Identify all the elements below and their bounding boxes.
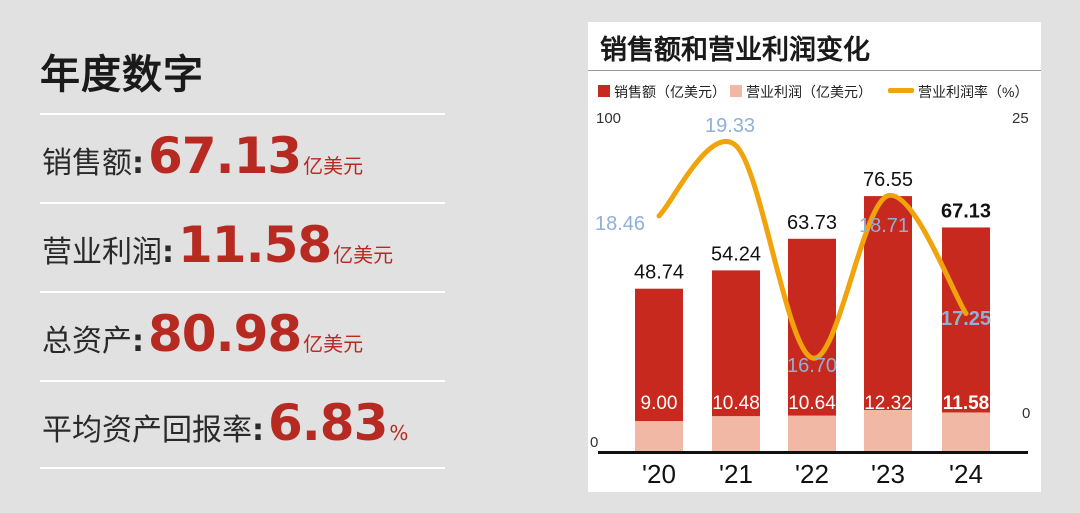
legend-swatch: [598, 85, 610, 97]
legend-label: 销售额（亿美元）: [614, 84, 726, 100]
stat-row-sales: 销售额 : 67.13 亿美元: [40, 113, 445, 201]
stat-value: 6.83: [268, 394, 388, 452]
chart-panel: 销售额和营业利润变化 销售额（亿美元） 营业利润（亿美元） 营业利润率（%） 100 0…: [588, 22, 1041, 492]
stat-value: 67.13: [148, 127, 302, 185]
profit-data-label: 10.64: [788, 393, 836, 414]
margin-line: [656, 139, 969, 361]
left-axis-tick: 100: [596, 110, 621, 127]
legend-label: 营业利润（亿美元）: [746, 84, 872, 100]
margin-data-label: 16.70: [787, 355, 837, 377]
margin-data-label: 18.46: [595, 213, 645, 235]
profit-bar: [635, 421, 683, 451]
x-axis-tick: '23: [871, 459, 905, 489]
profit-bar: [788, 415, 836, 451]
title-divider: [588, 70, 1041, 71]
legend-swatch: [730, 85, 742, 97]
stat-label: 营业利润: [42, 235, 162, 270]
x-axis-tick: '22: [795, 459, 829, 489]
row-divider: [40, 291, 445, 293]
sales-profit-chart: 销售额（亿美元） 营业利润（亿美元） 营业利润率（%） 100 0 25 0 48.74 54.…: [590, 84, 1030, 489]
stat-colon: :: [162, 235, 174, 270]
chart-title: 销售额和营业利润变化: [600, 35, 870, 66]
stat-row-total-assets: 总资产 : 80.98 亿美元: [40, 291, 445, 379]
profit-data-label: 9.00: [641, 393, 678, 414]
stat-unit: %: [389, 421, 409, 445]
stat-colon: :: [132, 146, 144, 181]
row-divider: [40, 467, 445, 469]
stat-colon: :: [252, 413, 264, 448]
row-divider: [40, 202, 445, 204]
profit-data-label: 11.58: [943, 393, 990, 414]
stat-label: 销售额: [42, 146, 132, 181]
margin-data-label: 19.33: [705, 115, 755, 137]
margin-data-label: 17.25: [941, 308, 991, 330]
margin-data-label: 18.71: [859, 215, 909, 237]
x-axis-tick: '20: [642, 459, 676, 489]
stat-unit: 亿美元: [333, 243, 394, 267]
stat-unit: 亿美元: [303, 332, 364, 356]
right-axis-tick: 25: [1012, 110, 1029, 127]
annual-figures-panel: 年度数字 销售额 : 67.13 亿美元 营业利润 : 11.58 亿美元 总资…: [40, 0, 445, 513]
left-axis-tick: 0: [590, 434, 598, 451]
sales-bar: [864, 196, 912, 451]
row-divider: [40, 380, 445, 382]
profit-bar: [942, 412, 990, 451]
stat-unit: 亿美元: [303, 154, 364, 178]
sales-data-label: 48.74: [634, 262, 684, 284]
profit-data-label: 10.48: [712, 393, 760, 414]
stat-value: 80.98: [148, 305, 302, 363]
profit-data-label: 12.32: [864, 393, 912, 414]
profit-bar: [864, 409, 912, 451]
sales-data-label: 76.55: [863, 169, 913, 191]
x-axis-line: [598, 451, 1028, 454]
stat-row-operating-profit: 营业利润 : 11.58 亿美元: [40, 202, 445, 290]
annual-figures-heading: 年度数字: [40, 52, 204, 98]
sales-data-label: 63.73: [787, 212, 837, 234]
row-divider: [40, 113, 445, 115]
profit-bar: [712, 416, 760, 451]
stat-label: 平均资产回报率: [42, 413, 252, 448]
legend-label: 营业利润率（%）: [918, 84, 1028, 100]
x-axis-tick: '21: [719, 459, 753, 489]
stat-value: 11.58: [178, 216, 332, 274]
sales-data-label: 67.13: [941, 200, 991, 222]
legend-swatch: [888, 88, 914, 93]
x-axis-tick: '24: [949, 459, 983, 489]
stat-label: 总资产: [42, 324, 132, 359]
stat-row-roa: 平均资产回报率 : 6.83 %: [40, 380, 445, 468]
stat-colon: :: [132, 324, 144, 359]
sales-data-label: 54.24: [711, 243, 761, 265]
right-axis-tick: 0: [1022, 405, 1030, 422]
